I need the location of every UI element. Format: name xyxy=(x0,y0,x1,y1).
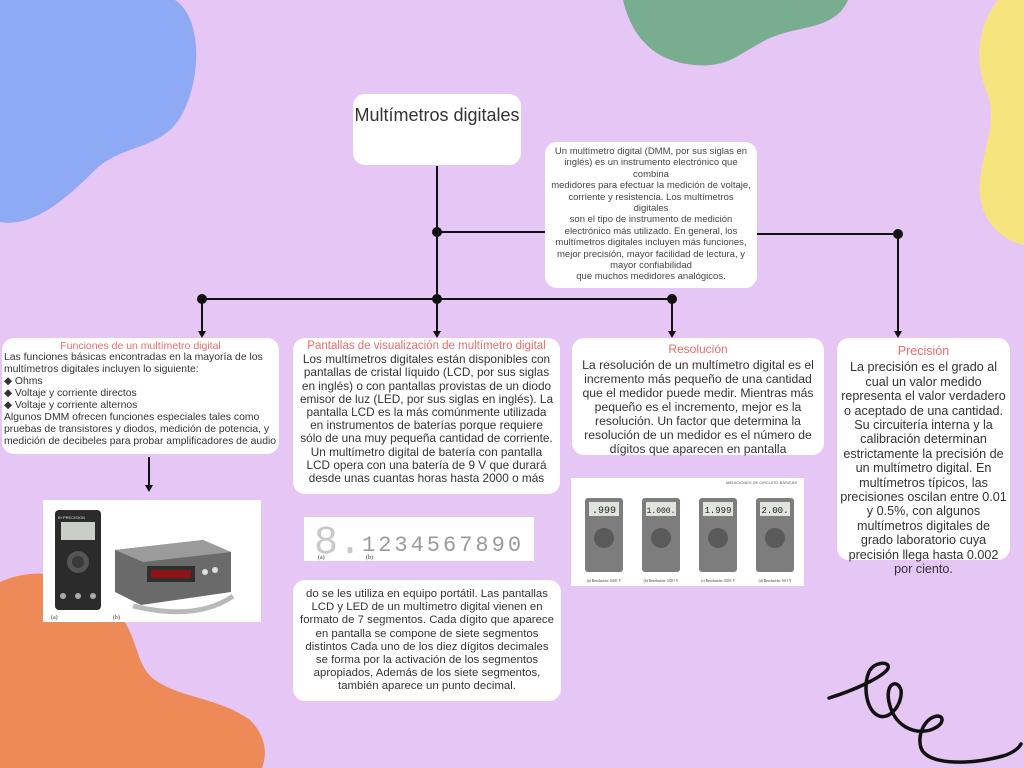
orange-decorative-blob xyxy=(0,573,265,768)
yellow-decorative-blob xyxy=(979,0,1024,245)
meter-a: .999 (a) Resolución: 0.001 V xyxy=(585,498,623,583)
resolution-title: Resolución xyxy=(668,342,728,356)
function-item: ◆ Voltaje y corriente directos xyxy=(4,388,137,399)
function-item: ◆ Ohms xyxy=(4,376,43,387)
display-card: Pantallas de visualización de multímetro… xyxy=(293,338,560,494)
functions-intro: Las funciones básicas encontradas en la … xyxy=(4,352,263,375)
meter-b: 1.000. (b) Resolución: 0.001 V xyxy=(642,498,680,583)
meter-caption: (b) Resolución: 0.001 V xyxy=(644,579,679,583)
seven-segment-label-b: (b) xyxy=(366,554,373,561)
meter-caption: (d) Resolución: 0.01 V xyxy=(759,579,792,583)
meter-caption: (c) Resolución: 0.001 V xyxy=(701,579,736,583)
meter-d: 2.00. (d) Resolución: 0.01 V xyxy=(756,498,794,583)
page-title: Multímetros digitales xyxy=(354,105,520,125)
definition-line: que muchos medidores analógicos. xyxy=(576,271,726,283)
display-continued-text: do se les utiliza en equipo portátil. La… xyxy=(300,588,554,693)
resolution-text: La resolución de un multímetro digital e… xyxy=(582,358,814,456)
definition-line: son el tipo de instrumento de medición e… xyxy=(555,214,747,272)
meter-reading: 1.000. xyxy=(647,507,676,516)
green-decorative-blob xyxy=(623,0,848,66)
meter-c: 1.999 (c) Resolución: 0.001 V xyxy=(699,498,737,583)
meter-reading: 1.999 xyxy=(704,506,731,516)
title-card: Multímetros digitales xyxy=(353,94,521,165)
meters-resolution-image: MEDICIONES DE CIRCUITO BÁSICAS .999 (a) … xyxy=(571,478,804,586)
functions-extra: Algunos DMM ofrecen funciones especiales… xyxy=(4,412,277,447)
seven-segment-label-a: (a) xyxy=(318,554,325,561)
resolution-card: Resolución La resolución de un multímetr… xyxy=(572,338,824,456)
seven-segment-digits: 1234567890 xyxy=(362,533,524,558)
meter-reading: .999 xyxy=(592,506,616,517)
definition-line: Un multímetro digital (DMM, por sus sigl… xyxy=(554,146,748,180)
blue-decorative-blob xyxy=(0,0,197,223)
multimeters-label-a: (a) xyxy=(51,614,58,621)
precision-text: La precisión es el grado al cual un valo… xyxy=(840,360,1007,577)
display-title: Pantallas de visualización de multímetro… xyxy=(307,340,546,352)
definition-line: medidores para efectuar la medición de v… xyxy=(551,180,751,215)
meters-header: MEDICIONES DE CIRCUITO BÁSICAS xyxy=(726,480,797,485)
scribble-decoration xyxy=(827,661,1023,764)
definition-card: Un multímetro digital (DMM, por sus sigl… xyxy=(545,142,757,288)
seven-segment-image: 8. 1234567890 (a) (b) xyxy=(304,517,534,566)
functions-title: Funciones de un multímetro digital xyxy=(60,340,221,352)
meter-caption: (a) Resolución: 0.001 V xyxy=(587,579,622,583)
precision-title: Precisión xyxy=(897,344,950,358)
functions-card: Funciones de un multímetro digital Las f… xyxy=(2,338,279,454)
display-text: Los multímetros digitales están disponib… xyxy=(299,352,554,486)
display-continued-card: do se les utiliza en equipo portátil. La… xyxy=(293,580,561,701)
meter-reading: 2.00. xyxy=(761,506,788,516)
multimeters-label-b: (b) xyxy=(113,614,120,621)
multimeters-photo: B+PRECISION (a) (b) xyxy=(43,500,261,622)
seven-segment-big-digit: 8. xyxy=(314,521,362,561)
brand-label: B+PRECISION xyxy=(58,515,85,520)
precision-card: Precisión La precisión es el grado al cu… xyxy=(837,338,1010,576)
function-item: ◆ Voltaje y corriente alternos xyxy=(4,400,138,411)
